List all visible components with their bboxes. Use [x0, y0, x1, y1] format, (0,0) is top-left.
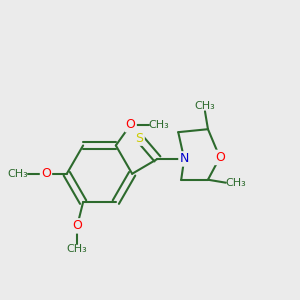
Text: CH₃: CH₃ [8, 169, 28, 179]
Text: CH₃: CH₃ [226, 178, 247, 188]
Text: S: S [136, 132, 144, 145]
Text: O: O [215, 151, 225, 164]
Text: O: O [126, 118, 136, 131]
Text: CH₃: CH₃ [67, 244, 88, 254]
Text: CH₃: CH₃ [148, 120, 169, 130]
Text: N: N [179, 152, 189, 165]
Text: O: O [72, 219, 82, 232]
Text: CH₃: CH₃ [195, 101, 215, 111]
Text: O: O [41, 167, 51, 180]
